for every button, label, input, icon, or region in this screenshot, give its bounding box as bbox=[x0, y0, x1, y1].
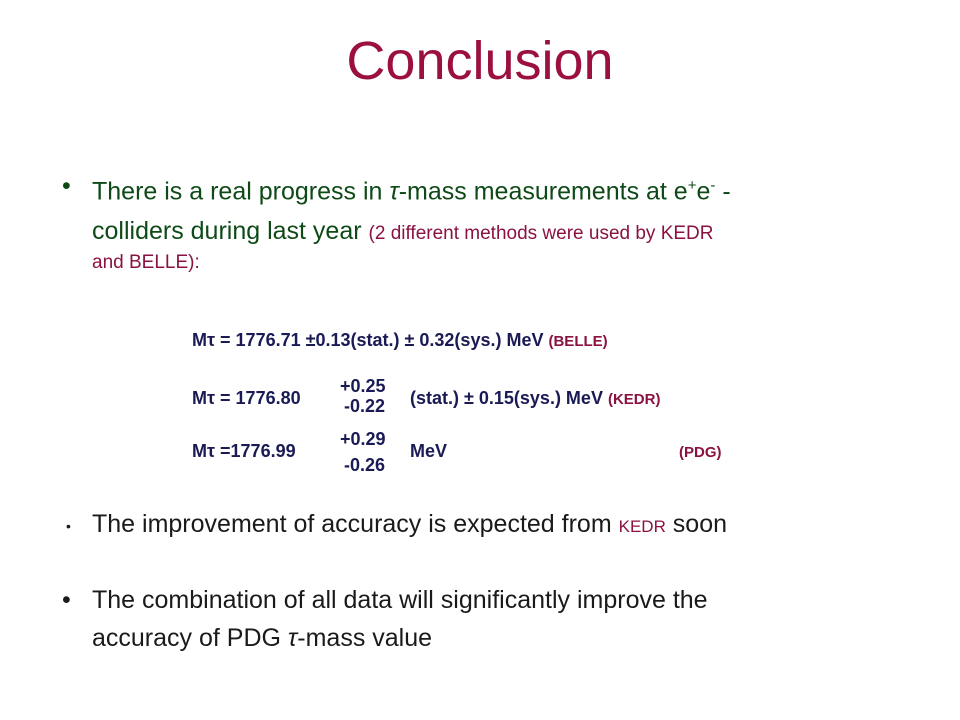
bullet-dot: • bbox=[66, 518, 71, 534]
mass-pdg-unit: MeV bbox=[410, 441, 448, 461]
bullet-2-line-1: The improvement of accuracy is expected … bbox=[92, 510, 728, 538]
mass-pdg-errors: +0.29 -0.26 bbox=[340, 429, 386, 475]
mass-kedr-suffix: (stat.) ± 0.15(sys.) MeV (KEDR) bbox=[410, 388, 661, 408]
mass-kedr-prefix: Mτ = 1776.80 bbox=[192, 388, 301, 408]
bullet-1-line-3: and BELLE): bbox=[92, 252, 200, 273]
bullet-3-line-1: The combination of all data will signifi… bbox=[92, 586, 708, 614]
mass-kedr-errors: +0.25 -0.22 bbox=[340, 376, 386, 416]
mass-pdg-source: (PDG) bbox=[679, 444, 722, 461]
mass-pdg-prefix: Mτ =1776.99 bbox=[192, 441, 296, 461]
bullet-1-line-2: colliders during last year (2 different … bbox=[92, 217, 714, 245]
bullet-dot: • bbox=[62, 172, 71, 200]
bullet-dot: • bbox=[62, 586, 71, 614]
mass-belle: Mτ = 1776.71 ±0.13(stat.) ± 0.32(sys.) M… bbox=[192, 330, 608, 350]
bullet-1-line-1: There is a real progress in τ-mass measu… bbox=[92, 177, 731, 206]
bullet-3-line-2: accuracy of PDG τ-mass value bbox=[92, 624, 433, 652]
slide-title: Conclusion bbox=[346, 31, 614, 91]
